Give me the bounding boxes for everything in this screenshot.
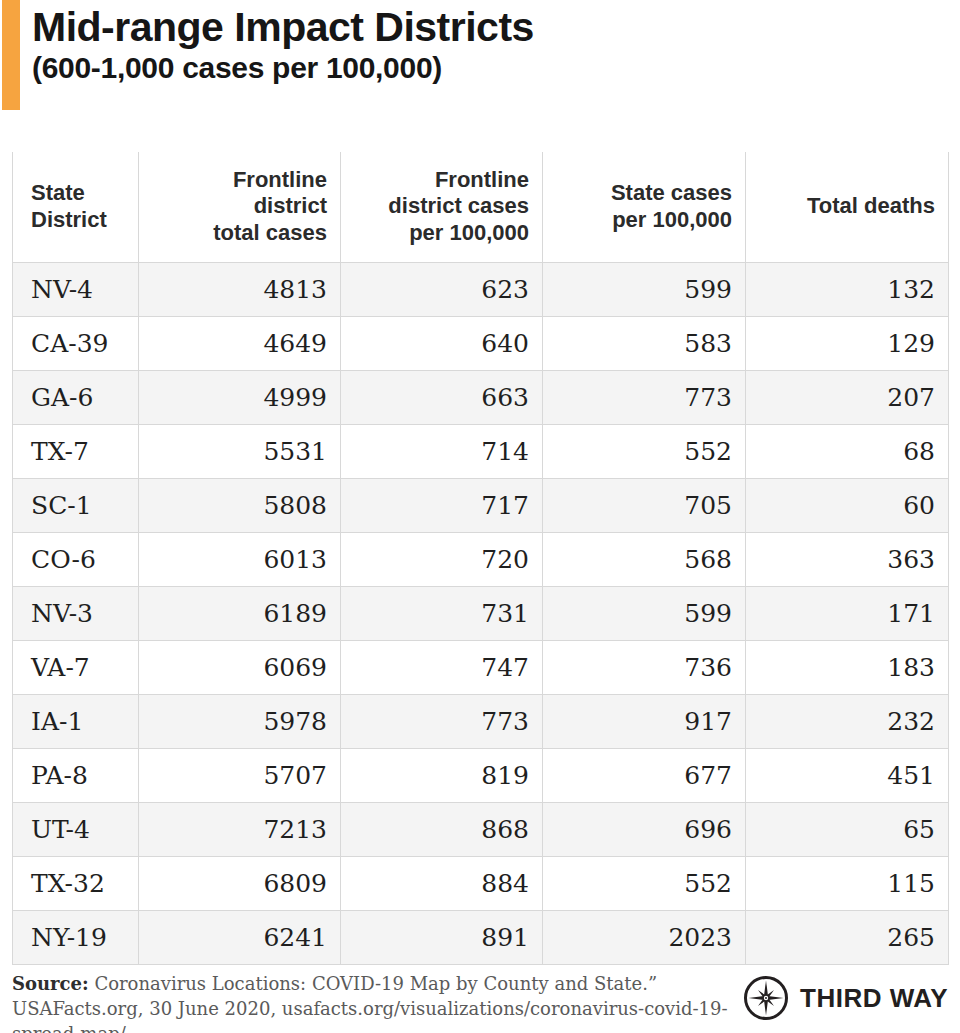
value-cell: 705	[543, 478, 746, 532]
value-cell: 60	[746, 478, 949, 532]
district-cell: SC-1	[13, 478, 139, 532]
table-row: IA-15978773917232	[13, 694, 949, 748]
footer: Source: Coronavirus Locations: COVID-19 …	[12, 971, 948, 1033]
value-cell: 717	[341, 478, 543, 532]
district-cell: NV-3	[13, 586, 139, 640]
value-cell: 132	[746, 262, 949, 316]
column-header-frontline-district-total-cases: Frontlinedistricttotal cases	[139, 152, 341, 262]
accent-bar	[2, 0, 20, 110]
value-cell: 568	[543, 532, 746, 586]
district-cell: UT-4	[13, 802, 139, 856]
value-cell: 552	[543, 856, 746, 910]
table-body: NV-44813623599132CA-394649640583129GA-64…	[13, 262, 949, 964]
district-cell: PA-8	[13, 748, 139, 802]
value-cell: 663	[341, 370, 543, 424]
value-cell: 7213	[139, 802, 341, 856]
value-cell: 183	[746, 640, 949, 694]
value-cell: 6069	[139, 640, 341, 694]
value-cell: 884	[341, 856, 543, 910]
table-row: CO-66013720568363	[13, 532, 949, 586]
districts-table: StateDistrictFrontlinedistricttotal case…	[12, 152, 949, 965]
source-label: Source:	[12, 973, 89, 994]
column-header-total-deaths: Total deaths	[746, 152, 949, 262]
value-cell: 265	[746, 910, 949, 964]
column-header-frontline-district-cases-per-100k: Frontlinedistrict casesper 100,000	[341, 152, 543, 262]
value-cell: 2023	[543, 910, 746, 964]
value-cell: 5978	[139, 694, 341, 748]
value-cell: 599	[543, 262, 746, 316]
district-cell: NV-4	[13, 262, 139, 316]
value-cell: 696	[543, 802, 746, 856]
district-cell: CA-39	[13, 316, 139, 370]
value-cell: 736	[543, 640, 746, 694]
third-way-logo: THIRD WAY	[742, 974, 948, 1022]
value-cell: 773	[543, 370, 746, 424]
value-cell: 714	[341, 424, 543, 478]
table-head: StateDistrictFrontlinedistricttotal case…	[13, 152, 949, 262]
district-cell: NY-19	[13, 910, 139, 964]
value-cell: 4813	[139, 262, 341, 316]
value-cell: 677	[543, 748, 746, 802]
title-block: Mid-range Impact Districts (600-1,000 ca…	[32, 2, 534, 85]
district-cell: CO-6	[13, 532, 139, 586]
value-cell: 747	[341, 640, 543, 694]
value-cell: 115	[746, 856, 949, 910]
page-subtitle: (600-1,000 cases per 100,000)	[32, 51, 534, 85]
value-cell: 819	[341, 748, 543, 802]
value-cell: 623	[341, 262, 543, 316]
district-cell: TX-32	[13, 856, 139, 910]
table-row: VA-76069747736183	[13, 640, 949, 694]
value-cell: 68	[746, 424, 949, 478]
district-cell: GA-6	[13, 370, 139, 424]
brand-wordmark: THIRD WAY	[800, 983, 948, 1014]
value-cell: 363	[746, 532, 949, 586]
table-row: NV-44813623599132	[13, 262, 949, 316]
value-cell: 868	[341, 802, 543, 856]
value-cell: 451	[746, 748, 949, 802]
value-cell: 583	[543, 316, 746, 370]
table-row: TX-7553171455268	[13, 424, 949, 478]
page-title: Mid-range Impact Districts	[32, 2, 534, 53]
source-text: Coronavirus Locations: COVID-19 Map by C…	[12, 973, 728, 1033]
value-cell: 773	[341, 694, 543, 748]
value-cell: 4999	[139, 370, 341, 424]
table-row: NY-1962418912023265	[13, 910, 949, 964]
value-cell: 6013	[139, 532, 341, 586]
value-cell: 552	[543, 424, 746, 478]
table-row: NV-36189731599171	[13, 586, 949, 640]
value-cell: 6809	[139, 856, 341, 910]
table-row: CA-394649640583129	[13, 316, 949, 370]
value-cell: 4649	[139, 316, 341, 370]
infographic-page: Mid-range Impact Districts (600-1,000 ca…	[0, 0, 960, 1033]
district-cell: VA-7	[13, 640, 139, 694]
table-row: PA-85707819677451	[13, 748, 949, 802]
column-header-state-district: StateDistrict	[13, 152, 139, 262]
value-cell: 917	[543, 694, 746, 748]
value-cell: 129	[746, 316, 949, 370]
table-row: UT-4721386869665	[13, 802, 949, 856]
value-cell: 640	[341, 316, 543, 370]
value-cell: 731	[341, 586, 543, 640]
district-cell: TX-7	[13, 424, 139, 478]
value-cell: 6189	[139, 586, 341, 640]
value-cell: 599	[543, 586, 746, 640]
value-cell: 6241	[139, 910, 341, 964]
value-cell: 5531	[139, 424, 341, 478]
value-cell: 5808	[139, 478, 341, 532]
column-header-state-cases-per-100k: State casesper 100,000	[543, 152, 746, 262]
value-cell: 207	[746, 370, 949, 424]
value-cell: 65	[746, 802, 949, 856]
value-cell: 171	[746, 586, 949, 640]
value-cell: 232	[746, 694, 949, 748]
district-cell: IA-1	[13, 694, 139, 748]
source-note: Source: Coronavirus Locations: COVID-19 …	[12, 971, 742, 1033]
value-cell: 720	[341, 532, 543, 586]
table-row: SC-1580871770560	[13, 478, 949, 532]
value-cell: 891	[341, 910, 543, 964]
value-cell: 5707	[139, 748, 341, 802]
compass-star-icon	[742, 974, 790, 1022]
table-row: GA-64999663773207	[13, 370, 949, 424]
table-row: TX-326809884552115	[13, 856, 949, 910]
table-header-row: StateDistrictFrontlinedistricttotal case…	[13, 152, 949, 262]
